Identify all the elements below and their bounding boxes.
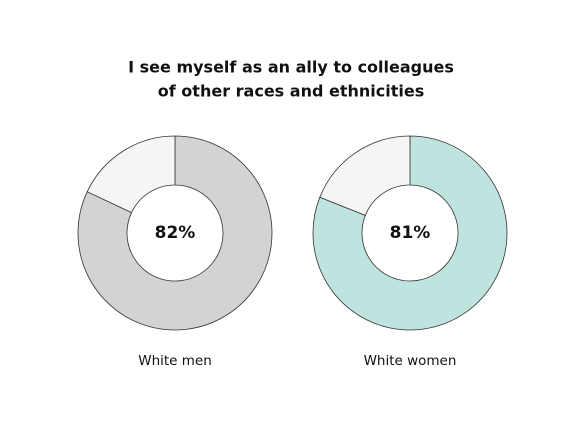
chart-label: White women — [364, 353, 457, 369]
chart-label: White men — [138, 353, 212, 369]
donut-segment — [312, 135, 508, 331]
center-label: 81% — [390, 223, 431, 243]
donut-segment — [77, 135, 273, 331]
center-label: 82% — [155, 223, 196, 243]
donut-segment — [86, 135, 176, 214]
chart-title: of other races and ethnicities — [158, 82, 424, 101]
chart-title: I see myself as an ally to colleagues — [128, 58, 454, 77]
donut-segment — [319, 135, 411, 216]
